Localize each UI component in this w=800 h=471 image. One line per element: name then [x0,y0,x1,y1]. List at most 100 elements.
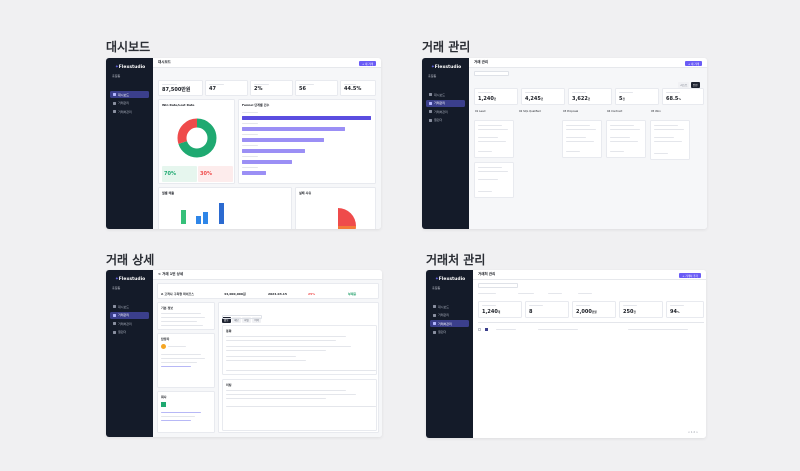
tile-title-accounts: 거래처 관리 [426,253,486,267]
table-row[interactable] [478,327,704,332]
side-nav: 대시보드 거래관리 거래처관리 캘린더 [430,303,469,337]
accounts-icon [433,322,436,325]
activity-search-input[interactable] [222,315,262,319]
sidebar-item-calendar[interactable]: 캘린더 [430,329,469,336]
tab-memo[interactable]: 메모 [232,317,241,323]
activity-item[interactable]: 미팅 [222,379,377,431]
funnel-stage-label [242,123,258,125]
monthly-chart-card: 월별 매출 [158,187,292,229]
user-profile[interactable]: 홍길동 [112,74,120,78]
sidebar-item-accounts[interactable]: 거래처관리 [110,108,149,115]
dashboard-icon [429,93,432,96]
tab-kanban[interactable]: 칸반 [690,82,700,88]
app-logo: ✦Flexstudio [115,65,146,70]
kpi-card: 87,500만원 [158,80,203,96]
sidebar-item-dashboard[interactable]: 대시보드 [110,303,149,310]
new-deal-button[interactable]: + 새 거래 [685,61,702,66]
user-profile[interactable]: 홍길동 [428,74,437,78]
sidebar-item-accounts[interactable]: 거래처관리 [426,108,465,115]
kanban-card[interactable] [474,120,514,158]
bar-2 [196,216,201,224]
funnel-bar [242,171,266,175]
sidebar-item-accounts[interactable]: 거래처관리 [110,320,149,327]
dashboard-icon [433,305,436,308]
deals-icon [113,101,116,105]
view-toggle: 리스트 칸반 [678,71,701,90]
basic-info-card: 기본 정보 [157,302,215,330]
sidebar-item-accounts[interactable]: 거래처관리 [430,320,469,327]
deal-detail-content: < 거래 1번 상세 A 고객사 구축형 파이프스 44,000,000원 20… [153,270,382,437]
funnel-bar [242,116,372,120]
sidebar: ✦Flexstudio 홍길동 대시보드 거래관리 거래처관리 캘린더 [426,270,473,438]
app-logo: ✦Flexstudio [431,65,462,70]
user-profile[interactable]: 홍길동 [432,286,441,290]
sidebar-item-calendar[interactable]: 캘린더 [110,329,149,336]
win-stat: 70% [162,166,197,182]
accounts-icon [113,110,116,113]
calendar-icon [429,118,432,122]
tab-activity[interactable]: 활동 [222,317,231,323]
tab-history[interactable]: 이력 [252,317,261,323]
funnel-stage-label [242,145,258,147]
deal-amount: 44,000,000원 [224,292,246,296]
deal-summary: A 고객사 구축형 파이프스 44,000,000원 2024.03.15 25… [157,283,379,299]
bar-4 [219,203,224,224]
tile-title-dashboard: 대시보드 [106,40,151,54]
bar-3 [203,212,208,224]
kpi-card: 68.5% [662,88,704,105]
kanban-card[interactable] [474,162,514,198]
donut-lost-segment [177,118,217,158]
sidebar-item-deals[interactable]: 거래관리 [430,312,469,319]
funnel-stage-label [242,167,258,169]
kanban-card[interactable] [562,120,602,158]
app-logo: ✦Flexstudio [435,277,466,282]
dashboard-icon [113,305,116,308]
kpi-card: 94% [666,301,704,318]
kanban-col-lead: 01 Lead [475,110,486,113]
funnel-bar [242,149,306,153]
company-card: 회사 [157,391,215,433]
sidebar-item-deals[interactable]: 거래관리 [110,311,149,319]
user-profile[interactable]: 홍길동 [112,286,121,290]
tab-files[interactable]: 파일 [242,317,251,323]
detail-tabs: 활동 메모 파일 이력 [222,306,262,325]
search-input[interactable] [478,283,518,288]
activity-item[interactable]: 통화 [222,325,377,375]
kpi-card: 8 [525,301,569,318]
pagination[interactable]: < 1 2 > [687,431,698,434]
search-input[interactable] [474,71,509,76]
kanban-col-proposal: 03 Proposal [563,110,579,113]
sidebar-item-dashboard[interactable]: 대시보드 [430,303,469,310]
kpi-card: 2,000만원 [572,301,616,318]
sidebar-item-dashboard[interactable]: 대시보드 [426,91,465,98]
sidebar-item-deals[interactable]: 거래관리 [110,100,149,107]
breadcrumb[interactable]: < 거래 1번 상세 [153,270,382,280]
tab-list[interactable]: 리스트 [678,82,690,88]
kanban-card[interactable] [606,120,646,158]
contact-card: 담당자 [157,333,215,388]
add-account-button[interactable]: + 거래처 추가 [679,273,701,278]
deal-probability: 25% [308,292,316,296]
kanban-card[interactable] [650,120,690,160]
kpi-card: 3,622건 [568,88,612,105]
kpi-card: 4,245건 [521,88,565,105]
sidebar-item-calendar[interactable]: 캘린더 [426,117,465,124]
sidebar-item-deals[interactable]: 거래관리 [426,99,465,107]
kpi-card: 5건 [615,88,659,105]
sidebar-item-dashboard[interactable]: 대시보드 [110,91,149,98]
page-title: 거래 관리 [469,58,707,68]
kpi-card: 44.5% [340,80,376,96]
lost-stat: 30% [198,166,233,182]
calendar-icon [433,330,436,334]
kanban-col-contract: 04 Contract [607,110,623,113]
accounts-screenshot: ✦Flexstudio 홍길동 대시보드 거래관리 거래처관리 캘린더 거래처 … [426,270,706,438]
new-deal-button[interactable]: + 새 거래 [359,61,376,66]
deals-content: 거래 관리 + 새 거래 리스트 칸반 1,240건 4,245건 3,622건 … [469,58,707,229]
funnel-stage-label [242,156,258,158]
filter-row[interactable] [478,291,618,296]
account-logo-icon [485,328,488,331]
kanban-col-won: 05 Won [651,110,661,113]
page-title: 대시보드 [153,58,381,68]
deals-icon [433,313,436,317]
row-checkbox[interactable] [478,328,481,331]
